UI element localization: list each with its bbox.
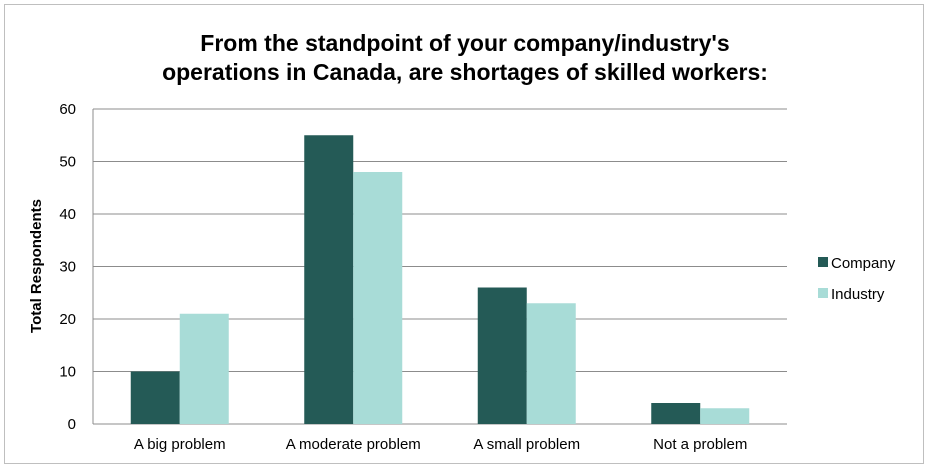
- bars: [130, 135, 750, 424]
- bar-company: [477, 287, 527, 424]
- y-tick-label: 50: [59, 154, 76, 171]
- bar-industry: [353, 172, 403, 424]
- bar-industry: [700, 408, 750, 424]
- chart-title-line-1: From the standpoint of your company/indu…: [200, 30, 729, 56]
- y-tick-label: 0: [68, 416, 76, 433]
- y-tick-label: 10: [59, 364, 76, 381]
- y-tick-label: 40: [59, 206, 76, 223]
- bar-industry: [526, 303, 576, 424]
- legend: Company Industry: [818, 255, 896, 303]
- chart-title-line-2: operations in Canada, are shortages of s…: [162, 59, 768, 85]
- legend-label-company: Company: [831, 255, 896, 272]
- y-tick-label: 30: [59, 259, 76, 276]
- bar-company: [651, 403, 701, 424]
- x-tick-label: A big problem: [134, 436, 226, 453]
- legend-swatch-company: [818, 257, 828, 267]
- y-axis-label: Total Respondents: [28, 199, 45, 333]
- x-tick-label: A small problem: [473, 436, 580, 453]
- legend-label-industry: Industry: [831, 286, 885, 303]
- x-tick-labels: A big problem A moderate problem A small p…: [134, 436, 747, 453]
- legend-swatch-industry: [818, 288, 828, 298]
- x-tick-label: A moderate problem: [286, 436, 421, 453]
- y-tick-labels: 0 10 20 30 40 50 60: [59, 101, 76, 433]
- y-tick-label: 60: [59, 101, 76, 118]
- bar-industry: [179, 313, 229, 424]
- y-tick-label: 20: [59, 311, 76, 328]
- bar-company: [130, 371, 180, 424]
- x-tick-label: Not a problem: [653, 436, 747, 453]
- bar-company: [304, 135, 354, 424]
